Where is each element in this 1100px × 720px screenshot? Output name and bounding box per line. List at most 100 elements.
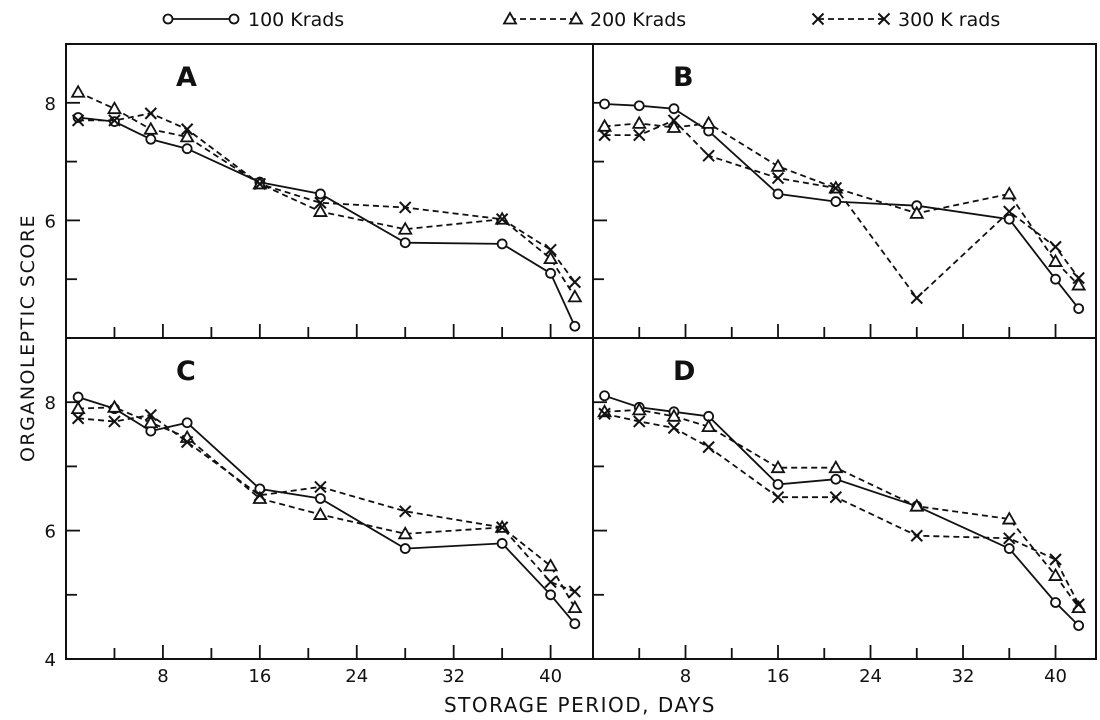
x-tick-label: 32 xyxy=(442,666,465,687)
data-point-k100 xyxy=(830,473,842,485)
legend-marker-k200 xyxy=(502,11,518,25)
legend-entry-k200: 200 Krads xyxy=(502,9,686,31)
series-k200 xyxy=(70,84,583,303)
data-point-k100 xyxy=(181,417,193,429)
data-point-k300 xyxy=(495,521,509,534)
data-point-k200 xyxy=(397,525,413,540)
data-point-k100 xyxy=(599,98,610,110)
data-point-k100 xyxy=(830,196,842,207)
x-tick-label: 16 xyxy=(767,666,790,687)
data-point-k300 xyxy=(71,114,85,127)
x-tick-label: 8 xyxy=(680,666,691,687)
series-line-k300 xyxy=(604,412,1080,605)
y-tick-label: 6 xyxy=(45,211,56,232)
data-point-k100 xyxy=(496,538,508,549)
data-point-k100 xyxy=(772,478,784,490)
data-point-k200 xyxy=(106,399,123,413)
data-point-k200 xyxy=(1047,567,1064,581)
data-point-k200 xyxy=(567,289,583,303)
data-point-k300 xyxy=(314,196,327,209)
data-point-k200 xyxy=(770,459,786,474)
data-point-k100 xyxy=(315,493,326,504)
panel-label-B: B xyxy=(673,62,694,93)
y-tick-label: 4 xyxy=(45,650,56,671)
series-k100 xyxy=(72,112,581,332)
data-point-k300 xyxy=(633,128,646,142)
x-tick-label: 24 xyxy=(345,666,368,687)
data-point-k300 xyxy=(910,291,923,305)
series-k300 xyxy=(71,107,582,289)
data-point-k200 xyxy=(70,400,86,415)
series-line-k200 xyxy=(78,406,576,609)
plot-frame xyxy=(65,43,1097,660)
data-point-k300 xyxy=(1072,271,1085,285)
series-line-k300 xyxy=(78,112,576,283)
data-point-k200 xyxy=(770,158,786,172)
data-point-k100 xyxy=(496,238,508,250)
series-k200 xyxy=(597,402,1087,614)
series-k300 xyxy=(71,408,582,598)
panel-B: B xyxy=(593,62,1087,338)
data-point-k300 xyxy=(598,128,611,142)
data-point-k300 xyxy=(1003,205,1016,218)
series-line-k200 xyxy=(77,91,576,298)
series-k100 xyxy=(599,98,1085,315)
panel-label-D: D xyxy=(673,356,695,387)
y-tick-label: 8 xyxy=(45,94,56,115)
data-point-k100 xyxy=(399,237,411,249)
data-point-k300 xyxy=(180,123,194,136)
legend: 100 Krads 200 Krads 300 K rads xyxy=(162,9,1000,31)
series-line-k100 xyxy=(77,396,576,625)
series-k300 xyxy=(598,407,1085,611)
data-point-k100 xyxy=(633,100,645,112)
data-point-k100 xyxy=(599,390,610,402)
series-line-k100 xyxy=(604,394,1080,627)
data-point-k300 xyxy=(495,213,509,226)
x-tick-label: 16 xyxy=(248,666,271,687)
data-point-k100 xyxy=(72,391,84,403)
data-point-k300 xyxy=(598,407,611,420)
data-point-k300 xyxy=(399,505,412,518)
legend-marker-k300 xyxy=(811,12,825,26)
data-point-k100 xyxy=(569,320,581,332)
data-point-k300 xyxy=(667,421,681,435)
data-point-k200 xyxy=(70,84,86,98)
legend-entry-k300: 300 K rads xyxy=(811,9,1000,31)
data-point-k200 xyxy=(909,205,925,219)
data-point-k200 xyxy=(1071,277,1087,291)
data-point-k100 xyxy=(1073,620,1085,632)
data-point-k300 xyxy=(253,489,267,502)
data-point-k200 xyxy=(312,203,328,217)
data-point-k100 xyxy=(1003,543,1015,554)
y-tick-label: 8 xyxy=(45,393,56,414)
data-point-k300 xyxy=(399,201,412,214)
data-point-k200 xyxy=(106,100,123,115)
data-point-k100 xyxy=(1003,213,1015,225)
data-point-k200 xyxy=(701,418,717,432)
data-point-k200 xyxy=(543,250,559,265)
data-point-k300 xyxy=(71,412,85,425)
data-point-k200 xyxy=(828,459,844,474)
legend-label-k200: 200 Krads xyxy=(590,9,686,31)
legend-marker-k100 xyxy=(228,13,240,25)
data-point-k200 xyxy=(143,414,159,429)
data-point-k200 xyxy=(909,498,925,512)
panel-C: C xyxy=(66,356,583,659)
data-point-k300 xyxy=(1049,553,1062,566)
x-tick-label: 8 xyxy=(157,666,168,687)
data-point-k200 xyxy=(631,402,647,416)
y-axis-label: ORGANOLEPTIC SCORE xyxy=(17,214,39,462)
data-point-k100 xyxy=(181,143,193,155)
data-point-k200 xyxy=(1047,253,1064,267)
legend-marker-k300 xyxy=(877,12,891,26)
x-tick-label: 40 xyxy=(1044,666,1067,687)
data-point-k300 xyxy=(667,114,681,127)
data-point-k300 xyxy=(702,149,715,162)
data-point-k300 xyxy=(180,435,194,449)
panel-label-A: A xyxy=(176,62,197,93)
data-point-k300 xyxy=(568,275,582,289)
data-point-k300 xyxy=(314,480,327,494)
data-point-k200 xyxy=(666,408,682,422)
data-point-k200 xyxy=(701,115,717,129)
